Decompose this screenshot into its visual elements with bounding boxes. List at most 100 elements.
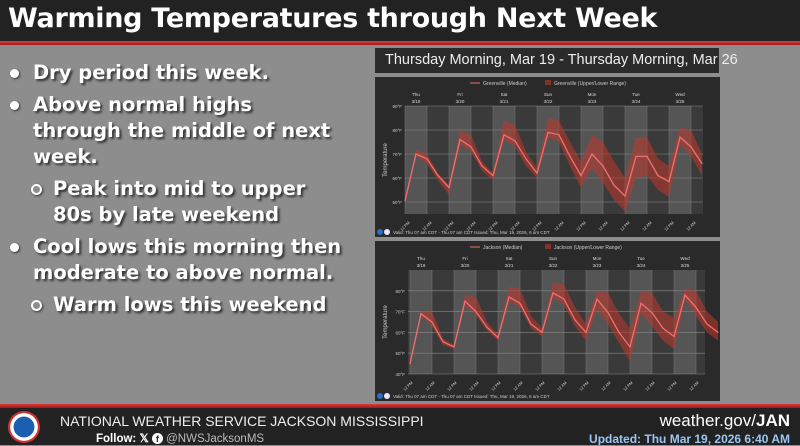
median-point bbox=[690, 146, 692, 148]
median-point bbox=[602, 165, 604, 167]
date-label: 3/20 bbox=[461, 263, 470, 268]
day-label: Tue bbox=[632, 92, 640, 97]
median-point bbox=[618, 331, 620, 333]
legend-median: Greenville (Median) bbox=[483, 81, 527, 87]
day-label: Sun bbox=[549, 256, 558, 261]
legend-median: Jackson (Median) bbox=[483, 245, 523, 251]
x-tick-label: 12 AM bbox=[421, 220, 433, 232]
date-label: 3/20 bbox=[456, 99, 465, 104]
x-tick-label: 12 AM bbox=[685, 220, 697, 232]
bullet-line: through the middle of next bbox=[33, 119, 331, 142]
footer: NATIONAL WEATHER SERVICE JACKSON MISSISS… bbox=[0, 408, 800, 446]
median-point bbox=[508, 296, 510, 298]
chart-footer: Valid: Thu 07 am CDT - Thu 07 am CDT Iss… bbox=[393, 394, 550, 399]
x-tick-label: 12 PM bbox=[622, 380, 634, 392]
site-prefix: weather.gov/ bbox=[659, 411, 756, 430]
day-label: Fri bbox=[462, 256, 467, 261]
date-label: 3/25 bbox=[681, 263, 690, 268]
bullet-line: Peak into mid to upper bbox=[53, 177, 306, 200]
median-point bbox=[404, 200, 406, 202]
date-label: 3/24 bbox=[637, 263, 646, 268]
median-point bbox=[475, 311, 477, 313]
x-tick-label: 12 AM bbox=[512, 380, 524, 392]
median-point bbox=[547, 131, 549, 133]
median-point bbox=[640, 302, 642, 304]
follow-line: Follow: 𝕏 f @NWSJacksonMS bbox=[96, 431, 264, 445]
day-label: Sat bbox=[506, 256, 514, 261]
day-label: Wed bbox=[675, 92, 685, 97]
social-handle[interactable]: @NWSJacksonMS bbox=[166, 433, 265, 445]
median-point bbox=[514, 140, 516, 142]
legend-range-swatch bbox=[545, 80, 551, 85]
y-tick-label: 40°F bbox=[395, 372, 405, 377]
x-logo-icon[interactable]: 𝕏 bbox=[139, 433, 149, 445]
x-tick-label: 12 PM bbox=[619, 220, 631, 232]
median-point bbox=[657, 175, 659, 177]
x-tick-label: 12 PM bbox=[575, 220, 587, 232]
median-point bbox=[453, 346, 455, 348]
website-link[interactable]: weather.gov/JAN bbox=[660, 411, 790, 431]
median-point bbox=[580, 175, 582, 177]
median-point bbox=[624, 195, 626, 197]
x-tick-label: 12 PM bbox=[531, 220, 543, 232]
date-label: 3/23 bbox=[588, 99, 597, 104]
median-point bbox=[426, 158, 428, 160]
median-point bbox=[569, 155, 571, 157]
nws-logo bbox=[8, 411, 40, 443]
greenville-temperature-chart: 50°F 60°F 70°F 80°F 90°F Temperature Greenvill… bbox=[377, 80, 703, 235]
bullet-item: Cool lows this morning then moderate to a… bbox=[0, 234, 365, 286]
median-point bbox=[596, 298, 598, 300]
date-label: 3/22 bbox=[549, 263, 558, 268]
median-point bbox=[415, 153, 417, 155]
median-point bbox=[519, 302, 521, 304]
median-point bbox=[668, 181, 670, 183]
x-tick-label: 12 AM bbox=[641, 220, 653, 232]
median-point bbox=[409, 363, 411, 365]
x-tick-label: 12 AM bbox=[553, 220, 565, 232]
median-point bbox=[673, 335, 675, 338]
bullet-item: Dry period this week. bbox=[0, 60, 365, 86]
facebook-icon[interactable]: f bbox=[151, 433, 163, 444]
x-tick-label: 12 AM bbox=[644, 380, 656, 392]
y-tick-label: 80°F bbox=[395, 289, 405, 294]
x-tick-label: 12 AM bbox=[688, 380, 700, 392]
updated-timestamp: Updated: Thu Mar 19, 2026 6:40 AM bbox=[589, 432, 790, 446]
median-point bbox=[651, 312, 653, 314]
date-label: 3/25 bbox=[676, 99, 685, 104]
median-point bbox=[635, 155, 637, 157]
title-divider bbox=[0, 41, 800, 45]
median-point bbox=[629, 346, 631, 348]
daytime-shade bbox=[449, 106, 471, 214]
bullet-line: Dry period this week. bbox=[33, 61, 270, 84]
bullet-line: moderate to above normal. bbox=[33, 261, 334, 284]
median-point bbox=[552, 292, 554, 294]
x-tick-label: 12 AM bbox=[556, 380, 568, 392]
chart-footer: Valid: Thu 07 am CDT - Thu 07 am CDT Iss… bbox=[393, 230, 550, 235]
bullet-line: Cool lows this morning then bbox=[33, 235, 342, 258]
bullet-line: Warm lows this weekend bbox=[53, 293, 327, 316]
median-point bbox=[541, 331, 543, 333]
y-tick-label: 50°F bbox=[395, 351, 405, 356]
median-point bbox=[492, 175, 494, 177]
bullet-item: Peak into mid to upper 80s by late weeken… bbox=[0, 176, 365, 228]
date-label: 3/19 bbox=[417, 263, 426, 268]
day-label: Fri bbox=[457, 92, 462, 97]
footer-divider bbox=[0, 404, 800, 408]
median-point bbox=[486, 326, 488, 328]
day-label: Sat bbox=[501, 92, 509, 97]
day-label: Thu bbox=[417, 256, 425, 261]
bullet-line: 80s by late weekend bbox=[53, 203, 280, 226]
x-tick-label: 12 PM bbox=[402, 380, 414, 392]
median-point bbox=[706, 323, 708, 325]
date-label: 3/22 bbox=[544, 99, 553, 104]
day-label: Tue bbox=[637, 256, 645, 261]
daytime-shade bbox=[410, 270, 432, 374]
y-tick-label: 50°F bbox=[392, 200, 402, 205]
daytime-shade bbox=[454, 270, 476, 374]
x-tick-label: 12 AM bbox=[600, 380, 612, 392]
x-tick-label: 12 AM bbox=[509, 220, 521, 232]
x-tick-label: 12 PM bbox=[578, 380, 590, 392]
day-label: Wed bbox=[680, 256, 690, 261]
median-point bbox=[536, 172, 538, 174]
median-point bbox=[574, 319, 576, 321]
